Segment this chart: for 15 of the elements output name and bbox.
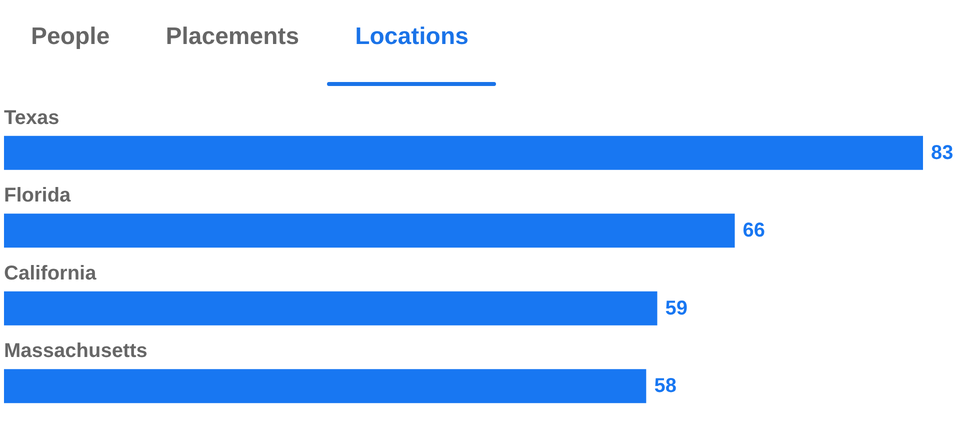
y-tick-label: Massachusetts [4,340,148,362]
bar [4,369,646,404]
y-tick-label: California [4,262,98,284]
data-label: 58 [654,375,676,398]
y-tick-label: Texas [4,106,60,129]
y-tick-label: Florida [4,184,72,207]
data-label: 59 [665,297,688,320]
text: People [31,23,110,50]
bar [4,214,735,248]
text: Placements [166,23,300,50]
data-label: 83 [931,142,954,164]
data-label: 66 [742,220,766,242]
bar [4,291,658,326]
bar [4,136,923,170]
chart-title: Locations [355,23,468,50]
